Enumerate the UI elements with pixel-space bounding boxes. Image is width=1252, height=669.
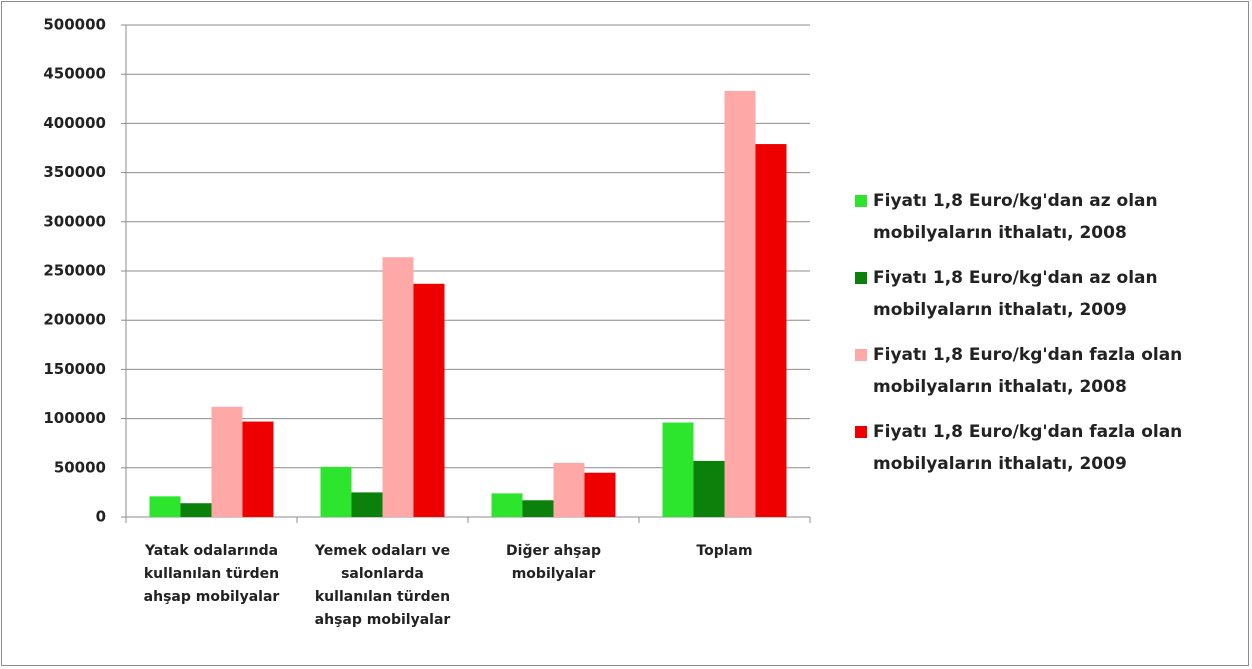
y-tick-label: 250000: [43, 262, 106, 280]
bar: [351, 492, 383, 517]
bar: [320, 466, 352, 517]
y-tick-label: 50000: [54, 458, 106, 476]
y-tick-label: 450000: [43, 65, 106, 83]
y-tick-label: 150000: [43, 360, 106, 378]
legend-label: Fiyatı 1,8 Euro/kg'dan az olan mobilyala…: [873, 191, 1158, 243]
y-tick-label: 400000: [43, 114, 106, 132]
y-tick-label: 0: [96, 508, 106, 526]
x-tick-label: Yatak odalarında kullanılan türden ahşap…: [143, 543, 280, 605]
y-tick-label: 350000: [43, 163, 106, 181]
x-tick-label: Diğer ahşap mobilyalar: [506, 543, 601, 582]
bar: [382, 257, 414, 517]
bar: [693, 460, 725, 517]
legend-swatch: [855, 349, 867, 361]
legend-label: Fiyatı 1,8 Euro/kg'dan fazla olan mobily…: [873, 422, 1183, 474]
x-tick-label: Toplam: [696, 543, 753, 559]
bar: [584, 472, 616, 517]
bar: [755, 144, 787, 517]
bar: [491, 493, 523, 517]
bar: [211, 406, 243, 517]
legend-label: Fiyatı 1,8 Euro/kg'dan az olan mobilyala…: [873, 268, 1158, 320]
legend-label: Fiyatı 1,8 Euro/kg'dan fazla olan mobily…: [873, 345, 1183, 397]
legend-swatch: [855, 195, 867, 207]
bar: [180, 503, 212, 517]
y-tick-label: 500000: [43, 16, 106, 34]
y-tick-label: 100000: [43, 409, 106, 427]
bar: [553, 462, 585, 517]
bar: [149, 496, 181, 517]
bar: [242, 421, 274, 517]
bar: [413, 283, 445, 517]
y-tick-label: 300000: [43, 212, 106, 230]
bar: [662, 422, 694, 517]
y-tick-label: 200000: [43, 311, 106, 329]
x-tick-label: Yemek odaları ve salonlarda kullanılan t…: [314, 543, 451, 628]
legend-swatch: [855, 426, 867, 438]
bar: [724, 90, 756, 517]
legend-swatch: [855, 272, 867, 284]
bar: [522, 500, 554, 517]
